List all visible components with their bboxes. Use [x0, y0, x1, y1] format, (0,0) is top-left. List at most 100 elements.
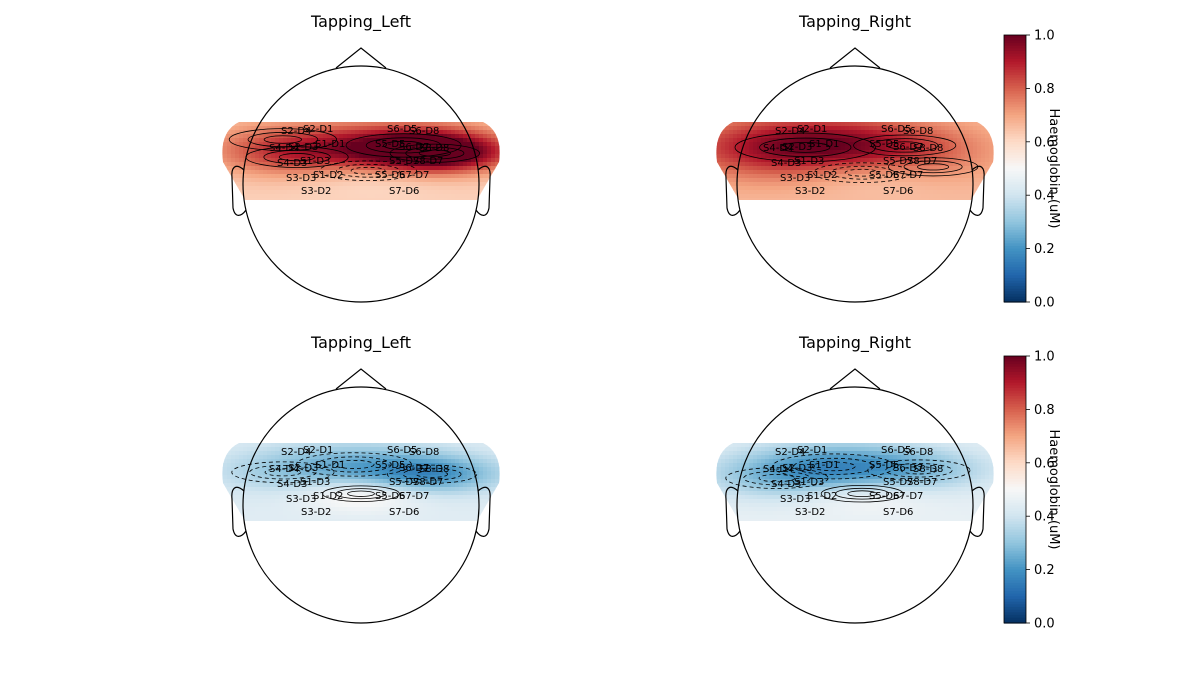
sensor-label: S2-D1 [303, 124, 333, 135]
heatmap-cell [821, 134, 826, 139]
heatmap-cell [227, 491, 232, 496]
heatmap-cell [267, 126, 272, 131]
heatmap-cell [335, 154, 340, 159]
heatmap-cell [471, 182, 476, 187]
heatmap-cell [717, 447, 722, 452]
heatmap-cell [901, 174, 906, 179]
heatmap-cell [797, 178, 802, 183]
heatmap-cell [311, 511, 316, 516]
heatmap-cell [303, 447, 308, 452]
heatmap-cell [387, 471, 392, 476]
heatmap-cell [805, 134, 810, 139]
heatmap-cell [725, 463, 730, 468]
heatmap-cell [311, 519, 316, 521]
heatmap-cell [267, 178, 272, 183]
heatmap-cell [255, 463, 260, 468]
heatmap-cell [765, 134, 770, 139]
heatmap-cell [981, 467, 986, 472]
heatmap-cell [905, 463, 910, 468]
heatmap-cell [757, 122, 762, 127]
heatmap-cell [483, 451, 488, 456]
heatmap-cell [789, 463, 794, 468]
heatmap-cell [977, 447, 982, 452]
heatmap-cell [921, 134, 926, 139]
heatmap-cell [323, 479, 328, 484]
heatmap-cell [833, 455, 838, 460]
heatmap-cell [407, 495, 412, 500]
heatmap-cell [327, 182, 332, 187]
colorbar-tick-label: 0.2 [1034, 242, 1055, 257]
heatmap-cell [829, 447, 834, 452]
heatmap-cell [849, 162, 854, 167]
heatmap-cell [275, 511, 280, 516]
heatmap-cell [347, 158, 352, 163]
heatmap-cell [443, 519, 448, 521]
heatmap-cell [945, 198, 950, 200]
heatmap-cell [359, 186, 364, 191]
heatmap-cell [869, 158, 874, 163]
heatmap-cell [877, 142, 882, 147]
heatmap-cell [463, 150, 468, 155]
heatmap-cell [765, 142, 770, 147]
heatmap-cell [973, 459, 978, 464]
heatmap-cell [941, 182, 946, 187]
heatmap-cell [849, 150, 854, 155]
heatmap-cell [255, 178, 260, 183]
contour-line [871, 138, 939, 153]
heatmap-cell [487, 162, 492, 167]
heatmap-cell [291, 130, 296, 135]
heatmap-cell [403, 154, 408, 159]
heatmap-cell [403, 519, 408, 521]
heatmap-cell [371, 122, 376, 127]
heatmap-cell [235, 158, 240, 163]
heatmap-cell [235, 162, 240, 167]
heatmap-cell [805, 126, 810, 131]
heatmap-cell [789, 467, 794, 472]
heatmap-cell [379, 170, 384, 175]
heatmap-cell [901, 451, 906, 456]
heatmap-cell [299, 134, 304, 139]
heatmap-cell [471, 154, 476, 159]
heatmap-cell [905, 170, 910, 175]
heatmap-cell [407, 519, 412, 521]
heatmap-cell [873, 142, 878, 147]
heatmap-cell [295, 142, 300, 147]
heatmap-cell [431, 483, 436, 488]
heatmap-cell [749, 174, 754, 179]
heatmap-cell [483, 178, 488, 183]
heatmap-cell [263, 154, 268, 159]
sensor-label: S5-D7 [389, 156, 419, 167]
heatmap-cell [769, 459, 774, 464]
heatmap-cell [415, 182, 420, 187]
heatmap-cell [953, 451, 958, 456]
heatmap-cell [427, 190, 432, 195]
heatmap-cell [467, 158, 472, 163]
heatmap-cell [781, 451, 786, 456]
sensor-label: S1-D1 [809, 139, 839, 150]
heatmap-cell [251, 154, 256, 159]
heatmap-cell [419, 178, 424, 183]
heatmap-cell [247, 126, 252, 131]
heatmap-cell [267, 499, 272, 504]
heatmap-cell [271, 130, 276, 135]
heatmap-cell [451, 154, 456, 159]
heatmap-cell [399, 487, 404, 492]
heatmap-cell [222, 499, 224, 504]
heatmap-cell [733, 158, 738, 163]
heatmap-cell [387, 455, 392, 460]
heatmap-cell [769, 166, 774, 171]
heatmap-cell [291, 162, 296, 167]
heatmap-cell [227, 459, 232, 464]
heatmap-cell [227, 194, 232, 199]
heatmap-cell [467, 443, 472, 448]
colorbar-segment [1004, 101, 1026, 106]
heatmap-cell [869, 186, 874, 191]
heatmap-cell [773, 170, 778, 175]
heatmap-cell [487, 499, 492, 504]
heatmap-cell [825, 463, 830, 468]
colorbar-segment [1004, 165, 1026, 170]
heatmap-cell [339, 174, 344, 179]
heatmap-cell [371, 515, 376, 520]
colorbar-segment [1004, 195, 1026, 199]
heatmap-cell [773, 443, 778, 448]
